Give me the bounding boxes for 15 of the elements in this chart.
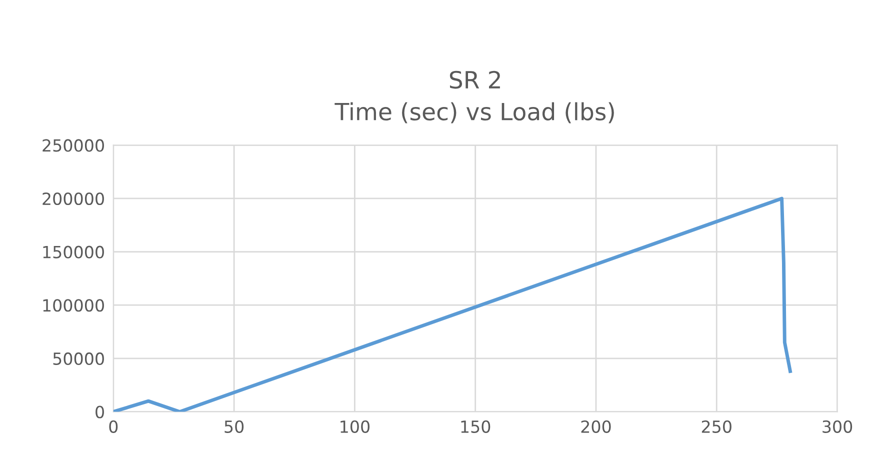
y-tick-label: 150000: [43, 246, 104, 258]
y-tick-label: 50000: [53, 352, 104, 365]
y-tick-label: 250000: [42, 139, 104, 152]
line-series: [113, 196, 792, 412]
x-tick-label: 150: [461, 420, 490, 433]
y-tick-label: 100000: [43, 299, 104, 312]
x-tick-label: 50: [224, 420, 244, 433]
y-tick-label: 0: [96, 406, 104, 418]
x-tick-label: 0: [109, 420, 118, 433]
chart-title: SR 2 Time (sec) vs Load (lbs): [334, 70, 614, 124]
x-tick-label: 100: [340, 420, 370, 433]
x-tick-label: 200: [581, 420, 611, 433]
y-tick-label: 200000: [42, 192, 104, 206]
x-tick-label: 300: [822, 420, 852, 433]
x-tick-label: 250: [702, 420, 732, 433]
